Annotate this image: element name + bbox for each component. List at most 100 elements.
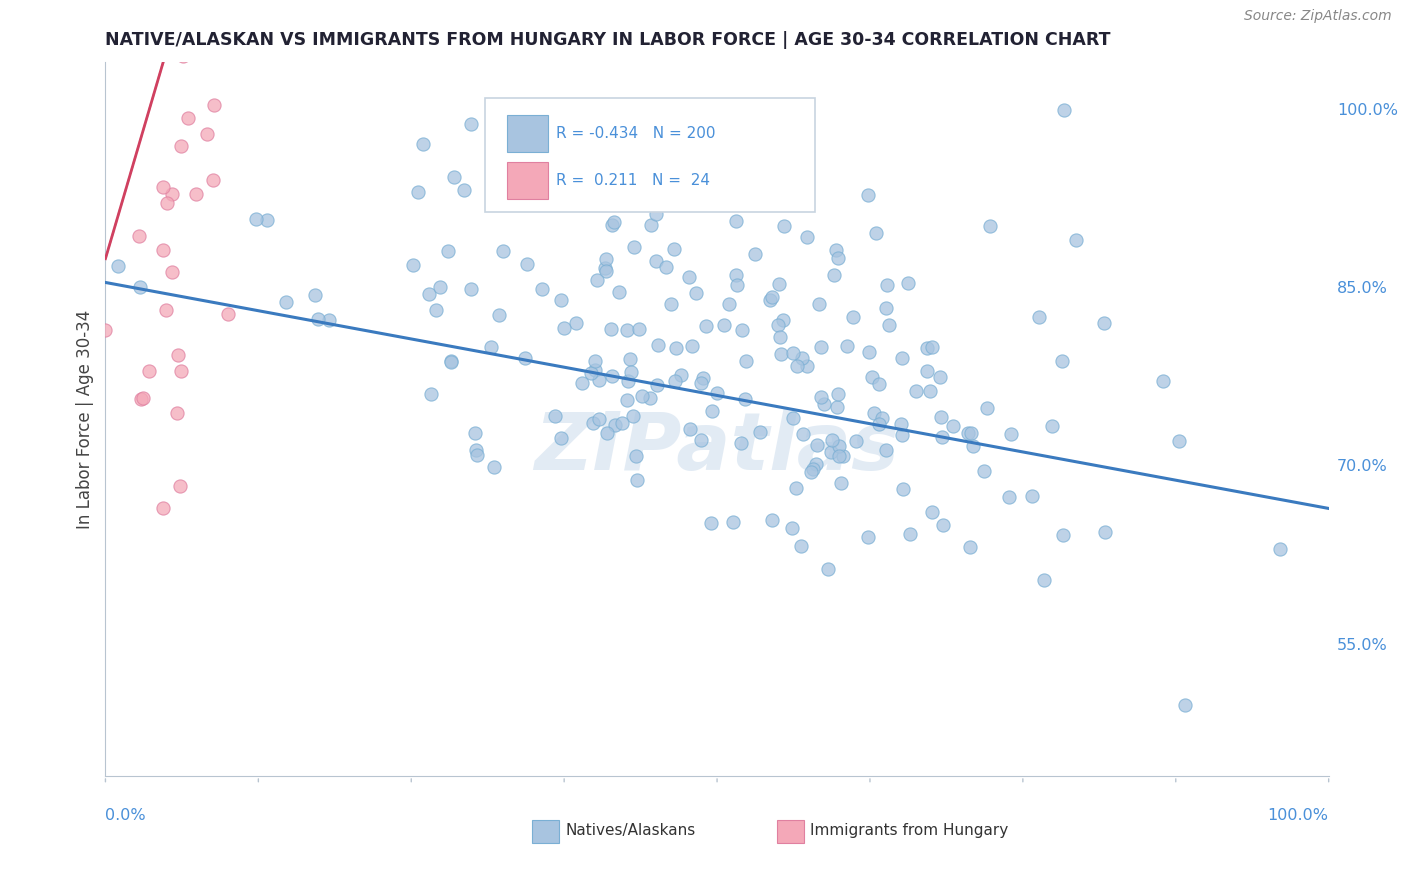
- Point: [620, 365, 643, 379]
- Point: [1064, 233, 1087, 247]
- Point: [842, 310, 865, 325]
- Point: [583, 363, 606, 377]
- Text: NATIVE/ALASKAN VS IMMIGRANTS FROM HUNGARY IN LABOR FORCE | AGE 30-34 CORRELATION: NATIVE/ALASKAN VS IMMIGRANTS FROM HUNGAR…: [105, 31, 1111, 49]
- Point: [761, 289, 783, 303]
- Point: [160, 265, 183, 279]
- Point: [931, 410, 953, 425]
- Point: [202, 98, 225, 112]
- Point: [730, 436, 752, 450]
- Point: [898, 527, 921, 541]
- Point: [602, 214, 624, 228]
- Point: [406, 185, 429, 199]
- Point: [904, 384, 927, 399]
- Point: [453, 183, 475, 197]
- Point: [796, 229, 818, 244]
- Point: [868, 417, 890, 431]
- Point: [1174, 698, 1197, 712]
- Point: [721, 516, 744, 530]
- Point: [782, 411, 804, 425]
- Point: [998, 491, 1021, 505]
- FancyBboxPatch shape: [506, 161, 548, 199]
- Point: [515, 351, 537, 366]
- Point: [837, 339, 859, 353]
- Point: [436, 244, 458, 258]
- Point: [877, 318, 900, 332]
- Point: [600, 322, 623, 336]
- Point: [957, 425, 980, 440]
- Point: [107, 260, 129, 274]
- Point: [626, 473, 648, 487]
- Point: [318, 313, 340, 327]
- Text: ZIPatlas: ZIPatlas: [534, 409, 900, 487]
- Text: 100.0%: 100.0%: [1268, 808, 1329, 823]
- Text: 55.0%: 55.0%: [1337, 638, 1388, 653]
- Point: [564, 317, 586, 331]
- Point: [748, 425, 770, 439]
- Point: [678, 422, 700, 436]
- Point: [492, 244, 515, 258]
- Point: [810, 340, 832, 354]
- Point: [845, 434, 868, 449]
- Point: [526, 179, 548, 194]
- Point: [274, 295, 297, 310]
- Point: [460, 117, 482, 131]
- Point: [460, 282, 482, 296]
- Point: [875, 443, 897, 458]
- Point: [890, 427, 912, 442]
- Point: [170, 138, 193, 153]
- Point: [429, 280, 451, 294]
- Point: [769, 329, 792, 343]
- Point: [928, 370, 950, 384]
- Point: [654, 260, 676, 275]
- Point: [772, 219, 794, 233]
- Point: [700, 516, 723, 530]
- Point: [820, 445, 842, 459]
- Point: [1050, 354, 1073, 368]
- Point: [860, 370, 883, 384]
- Point: [600, 218, 623, 232]
- Point: [418, 287, 440, 301]
- Point: [979, 219, 1001, 233]
- Point: [484, 459, 506, 474]
- Point: [827, 387, 849, 401]
- Point: [772, 313, 794, 327]
- Point: [1094, 525, 1116, 540]
- Point: [488, 308, 510, 322]
- Text: 100.0%: 100.0%: [1337, 103, 1398, 118]
- Point: [138, 364, 160, 378]
- Point: [640, 218, 662, 232]
- Point: [785, 481, 807, 495]
- Point: [616, 323, 638, 337]
- Point: [725, 277, 748, 292]
- Point: [817, 562, 839, 576]
- Point: [976, 401, 998, 415]
- Point: [569, 180, 592, 194]
- Point: [921, 505, 943, 519]
- Point: [681, 339, 703, 353]
- Point: [177, 111, 200, 125]
- Point: [685, 285, 707, 300]
- Text: 0.0%: 0.0%: [105, 808, 146, 823]
- Point: [627, 321, 650, 335]
- Point: [792, 351, 814, 365]
- Point: [169, 479, 191, 493]
- Text: Source: ZipAtlas.com: Source: ZipAtlas.com: [1244, 9, 1392, 23]
- Point: [692, 371, 714, 385]
- Point: [593, 261, 616, 276]
- Point: [824, 243, 846, 257]
- Point: [516, 257, 538, 271]
- Point: [129, 392, 152, 406]
- Point: [973, 464, 995, 478]
- Point: [425, 302, 447, 317]
- Point: [744, 247, 766, 261]
- Point: [890, 417, 912, 432]
- Point: [921, 341, 943, 355]
- Point: [195, 127, 218, 141]
- Point: [582, 417, 605, 431]
- Point: [717, 297, 740, 311]
- Point: [588, 372, 610, 386]
- Point: [217, 307, 239, 321]
- Point: [868, 377, 890, 392]
- Point: [810, 390, 832, 404]
- Point: [479, 340, 502, 354]
